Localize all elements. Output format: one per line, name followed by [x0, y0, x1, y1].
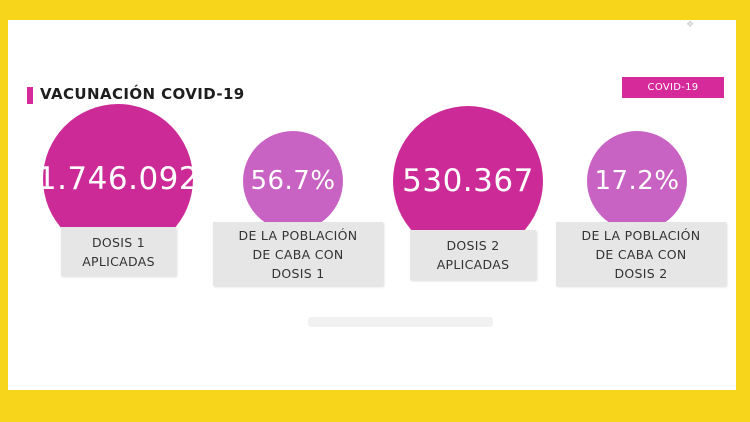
stat-label-text: DE LA POBLACIÓN DE CABA CON DOSIS 1 [238, 227, 358, 281]
stat-label-dose1-percent: DE LA POBLACIÓN DE CABA CON DOSIS 1 [213, 222, 383, 286]
stat-bubble-dose2-percent: 17.2% [587, 131, 687, 231]
page-title: VACUNACIÓN COVID-19 [40, 85, 245, 103]
stat-label-dose2-count: DOSIS 2 APLICADAS [410, 230, 536, 280]
stat-label-text: DOSIS 1 APLICADAS [82, 234, 155, 269]
stat-label-dose1-count: DOSIS 1 APLICADAS [61, 227, 176, 276]
stat-label-text: DOSIS 2 APLICADAS [436, 238, 510, 272]
channel-logo-icon: ❖ [686, 20, 695, 30]
stat-label-dose2-percent: DE LA POBLACIÓN DE CABA CON DOSIS 2 [556, 222, 726, 286]
stat-bubble-dose1-percent: 56.7% [243, 131, 343, 231]
title-accent-bar [27, 87, 33, 104]
topic-tag: COVID-19 [622, 77, 724, 98]
stat-label-text: DE LA POBLACIÓN DE CABA CON DOSIS 2 [581, 227, 701, 281]
faint-watermark [308, 317, 493, 327]
